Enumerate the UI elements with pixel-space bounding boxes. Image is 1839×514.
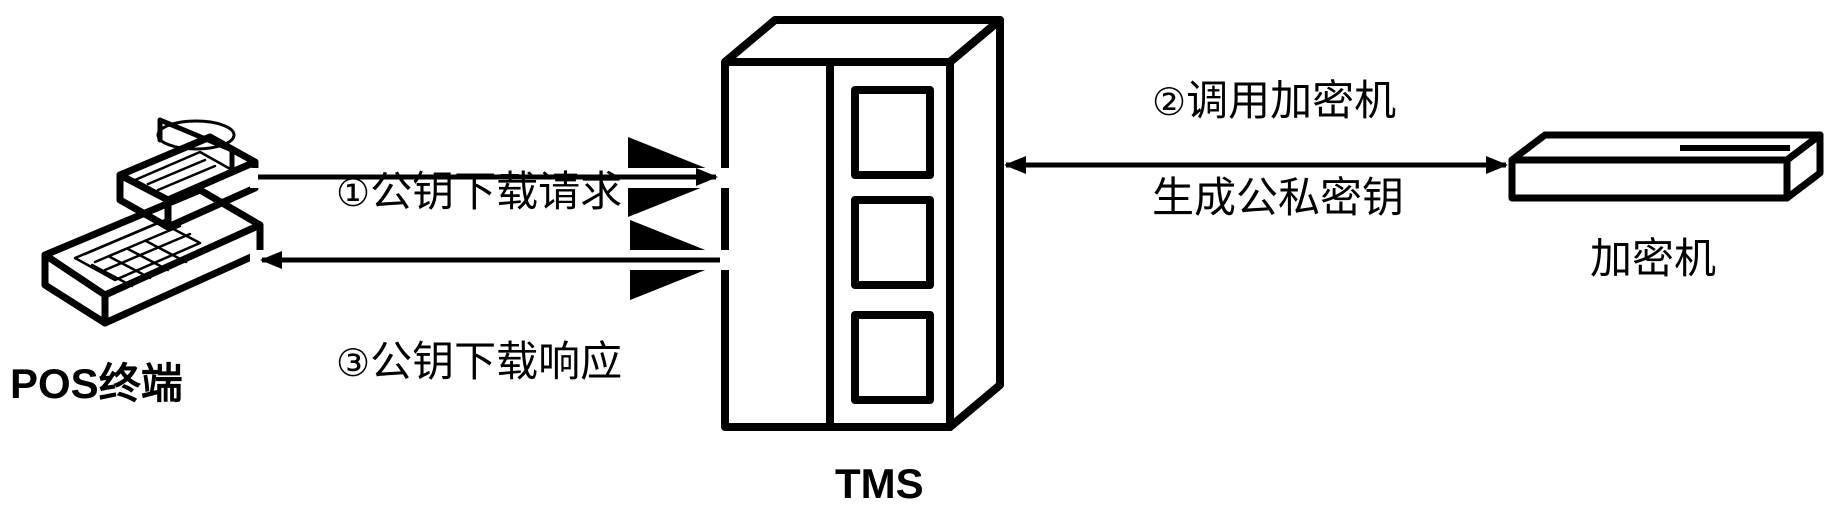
circled-2: ② — [1152, 82, 1186, 124]
arrow-request-text: 公钥下载请求 — [370, 170, 622, 216]
arrow-hsm-text-l1: 调用加密机 — [1186, 79, 1396, 125]
circled-3: ③ — [336, 343, 370, 385]
hsm-label: 加密机 — [1590, 225, 1716, 286]
arrow-response-label: ③公钥下载响应 — [294, 280, 622, 437]
diagram-canvas: POS终端 TMS 加密机 ①公钥下载请求 ③公钥下载响应 ②调用加密机 生成公… — [0, 0, 1839, 514]
arrow-hsm-label: ②调用加密机 生成公私密钥 — [1110, 30, 1404, 271]
arrow-hsm-text-l2: 生成公私密钥 — [1152, 176, 1404, 222]
tms-label: TMS — [835, 460, 924, 508]
arrows-clean — [0, 0, 1839, 514]
arrow-response-text: 公钥下载响应 — [370, 340, 622, 386]
circled-1: ① — [336, 173, 370, 215]
pos-terminal-label: POS终端 — [10, 350, 183, 411]
arrow-request-label: ①公钥下载请求 — [294, 110, 622, 267]
